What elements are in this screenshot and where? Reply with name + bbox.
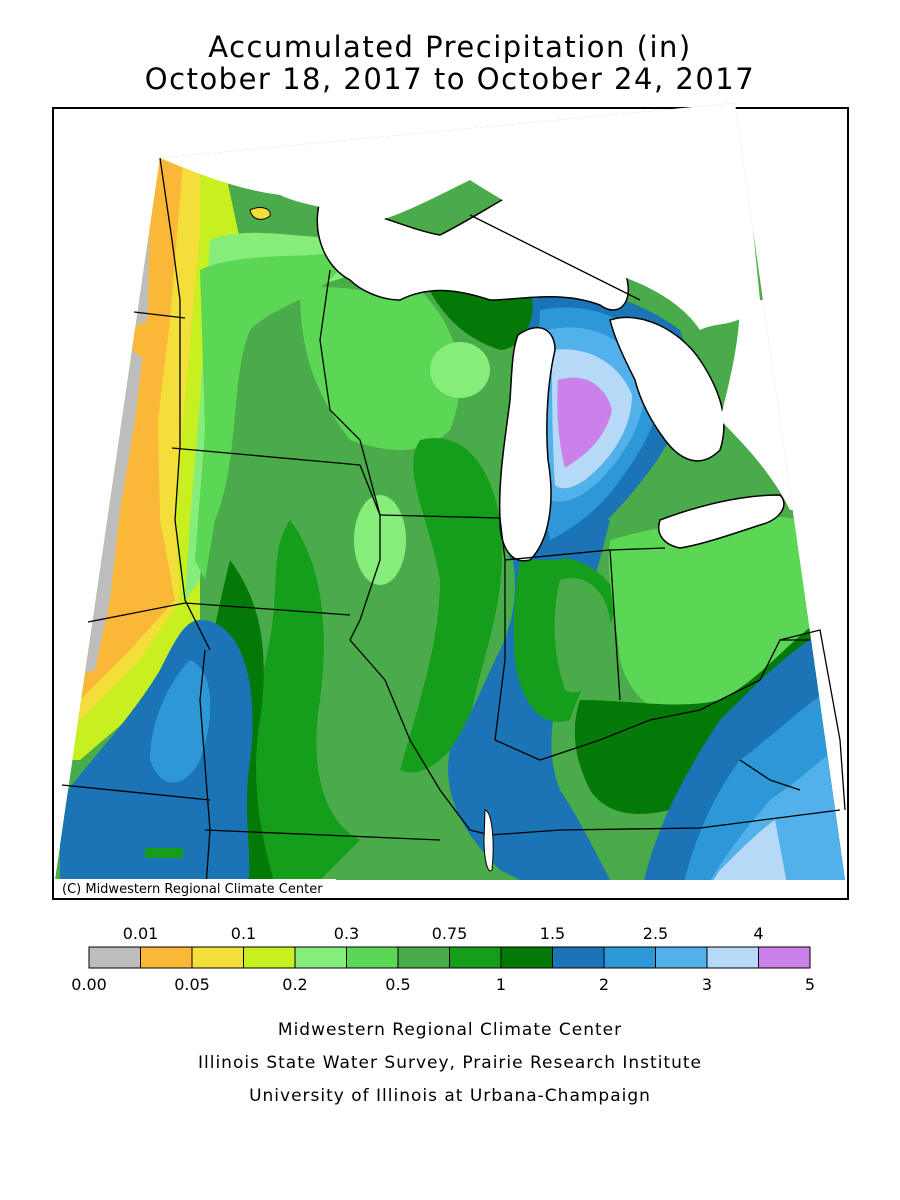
copyright-box bbox=[54, 879, 336, 898]
kentucky-lake bbox=[483, 809, 494, 872]
border-mo-ar bbox=[204, 829, 441, 841]
legend-label-bottom: 0.05 bbox=[174, 975, 210, 994]
legend-swatch bbox=[346, 946, 399, 969]
zone-075-1-mo bbox=[250, 520, 360, 880]
legend-label-top: 4 bbox=[753, 924, 763, 943]
border-wv-va bbox=[779, 629, 846, 811]
map-date-range: October 18, 2017 to October 24, 2017 bbox=[144, 62, 756, 96]
legend-swatch bbox=[758, 946, 811, 969]
border-ky-va bbox=[739, 759, 801, 791]
legend-label-bottom: 2 bbox=[599, 975, 609, 994]
legend-swatch bbox=[655, 946, 708, 969]
border-nd-mn bbox=[159, 157, 181, 445]
lake-of-woods bbox=[249, 207, 271, 220]
legend-label-bottom: 1 bbox=[496, 975, 506, 994]
legend-label-bottom: 0.5 bbox=[385, 975, 410, 994]
legend-label-top: 1.5 bbox=[540, 924, 565, 943]
legend-swatch bbox=[500, 946, 553, 969]
border-mississippi bbox=[319, 269, 491, 836]
legend-label-bottom: 0.00 bbox=[71, 975, 107, 994]
legend-label-bottom: 0.2 bbox=[282, 975, 307, 994]
credit-isws: Illinois State Water Survey, Prairie Res… bbox=[198, 1053, 702, 1073]
zone-075-1-spot bbox=[145, 848, 183, 858]
legend-label-bottom: 5 bbox=[805, 975, 815, 994]
legend-label-bottom: 3 bbox=[702, 975, 712, 994]
color-legend: 0.01 0.1 0.3 0.75 1.5 2.5 4 0.00 0.05 0.2 0.5 1 2 3 5 bbox=[71, 924, 815, 994]
legend-swatch bbox=[243, 946, 296, 969]
border-sd-ia-mn bbox=[171, 447, 361, 466]
state-borders bbox=[61, 157, 846, 901]
zone-4-5-mi bbox=[557, 377, 612, 468]
map-title: Accumulated Precipitation (in) bbox=[208, 30, 692, 64]
canada-region bbox=[160, 103, 760, 330]
border-ks-mo bbox=[199, 649, 211, 901]
border-mi-oh bbox=[609, 547, 666, 551]
legend-swatch bbox=[603, 946, 656, 969]
border-ky-tn bbox=[489, 809, 841, 836]
border-ohio-river bbox=[494, 639, 810, 761]
credit-mrcc: Midwestern Regional Climate Center bbox=[277, 1020, 623, 1040]
legend-swatch bbox=[140, 946, 193, 969]
zone-03-05-north bbox=[300, 287, 460, 450]
border-ne-ia bbox=[87, 602, 351, 623]
border-ne-ks bbox=[61, 784, 211, 801]
lake-michigan bbox=[498, 327, 556, 562]
zone-075-1-il bbox=[400, 438, 503, 773]
zone-02-03-wi bbox=[430, 342, 490, 398]
legend-swatch bbox=[397, 946, 450, 969]
legend-label-top: 0.1 bbox=[231, 924, 256, 943]
legend-label-top: 0.3 bbox=[334, 924, 359, 943]
zone-03-05-west bbox=[195, 250, 350, 580]
credit-uiuc: University of Illinois at Urbana-Champai… bbox=[249, 1086, 651, 1106]
legend-label-top: 0.01 bbox=[123, 924, 159, 943]
lake-huron bbox=[609, 316, 725, 462]
zone-001-005-spot bbox=[130, 322, 166, 358]
border-sd-ne bbox=[174, 444, 211, 651]
legend-swatch bbox=[191, 946, 244, 969]
zone-2-25-mo bbox=[150, 660, 211, 783]
legend-label-top: 0.75 bbox=[432, 924, 468, 943]
zone-3-4-ky bbox=[700, 820, 790, 880]
copyright-text: (C) Midwestern Regional Climate Center bbox=[62, 882, 323, 897]
lake-erie bbox=[658, 494, 785, 549]
border-il-in bbox=[494, 517, 506, 741]
border-nd-sd bbox=[133, 311, 186, 319]
zone-05-075-in bbox=[554, 578, 611, 693]
legend-swatch bbox=[294, 946, 347, 969]
legend-label-top: 2.5 bbox=[643, 924, 668, 943]
legend-swatch bbox=[552, 946, 605, 969]
legend-swatch bbox=[449, 946, 502, 969]
border-up-wi bbox=[469, 214, 641, 301]
legend-swatch bbox=[88, 946, 141, 969]
legend-swatch bbox=[706, 946, 759, 969]
